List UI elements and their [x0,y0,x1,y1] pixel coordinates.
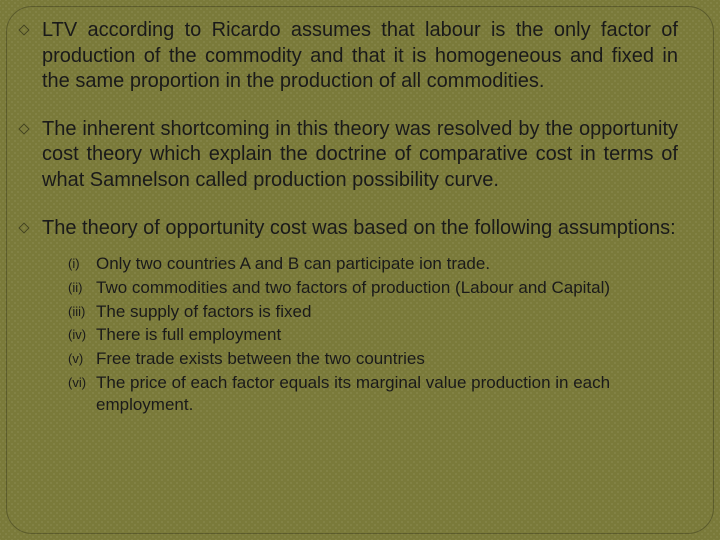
roman-numeral: (v) [68,348,96,366]
diamond-bullet-icon [18,222,29,233]
diamond-bullet-icon [18,123,29,134]
assumption-text: The price of each factor equals its marg… [96,372,678,416]
list-item: (v) Free trade exists between the two co… [68,348,678,370]
bullet-item: The theory of opportunity cost was based… [20,216,678,242]
roman-numeral: (iii) [68,301,96,319]
assumptions-list: (i) Only two countries A and B can parti… [68,253,678,415]
bullet-text: LTV according to Ricardo assumes that la… [42,18,678,95]
bullet-item: LTV according to Ricardo assumes that la… [20,18,678,95]
roman-numeral: (i) [68,253,96,271]
assumption-text: Only two countries A and B can participa… [96,253,490,275]
bullet-item: The inherent shortcoming in this theory … [20,117,678,194]
assumption-text: Free trade exists between the two countr… [96,348,425,370]
roman-numeral: (iv) [68,324,96,342]
assumption-text: Two commodities and two factors of produ… [96,277,610,299]
list-item: (iv) There is full employment [68,324,678,346]
slide-content: LTV according to Ricardo assumes that la… [20,18,678,415]
list-item: (ii) Two commodities and two factors of … [68,277,678,299]
assumption-text: There is full employment [96,324,281,346]
bullet-text: The inherent shortcoming in this theory … [42,117,678,194]
roman-numeral: (vi) [68,372,96,390]
bullet-text: The theory of opportunity cost was based… [42,216,676,242]
list-item: (vi) The price of each factor equals its… [68,372,678,416]
roman-numeral: (ii) [68,277,96,295]
list-item: (iii) The supply of factors is fixed [68,301,678,323]
diamond-bullet-icon [18,24,29,35]
assumption-text: The supply of factors is fixed [96,301,311,323]
list-item: (i) Only two countries A and B can parti… [68,253,678,275]
